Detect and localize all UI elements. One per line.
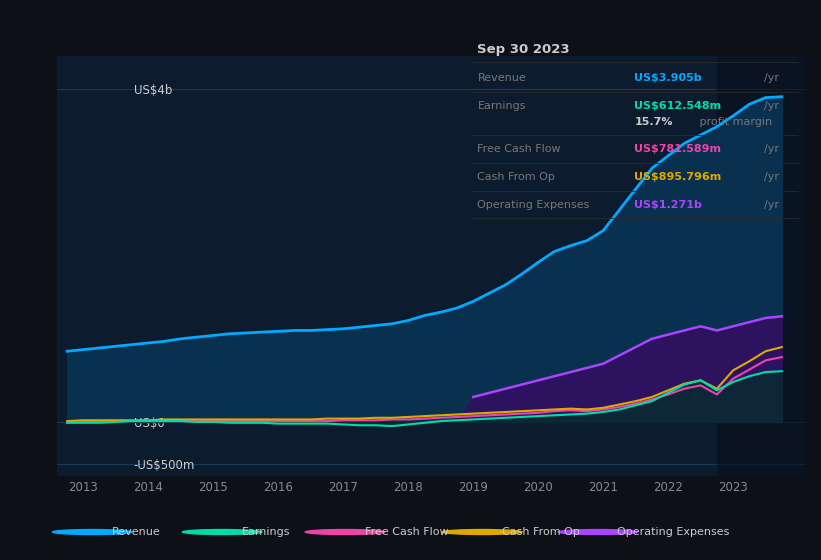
Bar <box>717 56 805 476</box>
Circle shape <box>305 530 385 534</box>
Text: Earnings: Earnings <box>241 527 290 537</box>
Text: Revenue: Revenue <box>478 73 526 83</box>
Circle shape <box>53 530 132 534</box>
Circle shape <box>182 530 262 534</box>
Text: US$1.271b: US$1.271b <box>635 199 702 209</box>
Text: US$895.796m: US$895.796m <box>635 172 722 182</box>
Text: Earnings: Earnings <box>478 101 526 111</box>
Text: Cash From Op: Cash From Op <box>478 172 555 182</box>
Text: /yr: /yr <box>764 199 778 209</box>
Text: US$612.548m: US$612.548m <box>635 101 722 111</box>
Text: Operating Expenses: Operating Expenses <box>478 199 589 209</box>
Text: /yr: /yr <box>764 73 778 83</box>
Text: Cash From Op: Cash From Op <box>502 527 580 537</box>
Circle shape <box>558 530 638 534</box>
Text: Sep 30 2023: Sep 30 2023 <box>478 43 570 56</box>
Text: Free Cash Flow: Free Cash Flow <box>478 144 561 154</box>
Text: 15.7%: 15.7% <box>635 117 672 127</box>
Text: US$3.905b: US$3.905b <box>635 73 702 83</box>
Text: Revenue: Revenue <box>112 527 160 537</box>
Text: US$781.589m: US$781.589m <box>635 144 721 154</box>
Text: Operating Expenses: Operating Expenses <box>617 527 730 537</box>
Circle shape <box>443 530 522 534</box>
Text: /yr: /yr <box>764 144 778 154</box>
Text: /yr: /yr <box>764 101 778 111</box>
Text: /yr: /yr <box>764 172 778 182</box>
Text: profit margin: profit margin <box>695 117 772 127</box>
Text: Free Cash Flow: Free Cash Flow <box>365 527 448 537</box>
